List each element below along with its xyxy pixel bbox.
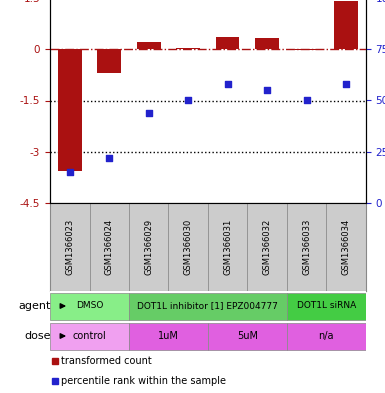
Bar: [287, 203, 326, 291]
Bar: [334, 2, 358, 49]
Text: GSM1366033: GSM1366033: [302, 219, 311, 275]
Text: GSM1366031: GSM1366031: [223, 219, 232, 275]
Bar: [129, 203, 169, 291]
Text: 5uM: 5uM: [237, 331, 258, 341]
Text: transformed count: transformed count: [61, 356, 152, 366]
Point: [185, 97, 191, 104]
Text: GSM1366032: GSM1366032: [263, 219, 271, 275]
Bar: [50, 203, 89, 291]
Text: dose: dose: [24, 331, 50, 341]
Text: 1uM: 1uM: [158, 331, 179, 341]
Text: GSM1366034: GSM1366034: [341, 219, 350, 275]
Bar: [208, 323, 287, 349]
Bar: [129, 292, 287, 320]
Text: DMSO: DMSO: [76, 301, 103, 310]
Text: control: control: [73, 331, 106, 341]
Point: [303, 97, 310, 104]
Point: [264, 87, 270, 94]
Point: [146, 110, 152, 116]
Text: n/a: n/a: [318, 331, 334, 341]
Point: [67, 169, 73, 175]
Bar: [176, 48, 200, 49]
Bar: [89, 203, 129, 291]
Bar: [326, 203, 366, 291]
Text: DOT1L siRNA: DOT1L siRNA: [297, 301, 356, 310]
Bar: [255, 38, 279, 49]
Point: [224, 81, 231, 87]
Bar: [287, 323, 366, 349]
Bar: [58, 49, 82, 171]
Text: GSM1366029: GSM1366029: [144, 219, 153, 275]
Bar: [247, 203, 287, 291]
Bar: [129, 323, 208, 349]
Text: GSM1366030: GSM1366030: [184, 219, 192, 275]
Bar: [208, 203, 248, 291]
Bar: [216, 37, 239, 49]
Point: [343, 81, 349, 87]
Bar: [50, 292, 129, 320]
Bar: [295, 49, 318, 50]
Text: GSM1366024: GSM1366024: [105, 219, 114, 275]
Bar: [287, 292, 366, 320]
Bar: [97, 49, 121, 73]
Text: DOT1L inhibitor [1] EPZ004777: DOT1L inhibitor [1] EPZ004777: [137, 301, 278, 310]
Point: [106, 155, 112, 161]
Bar: [169, 203, 208, 291]
Text: percentile rank within the sample: percentile rank within the sample: [61, 376, 226, 386]
Text: GSM1366023: GSM1366023: [65, 219, 74, 275]
Bar: [137, 42, 161, 49]
Text: agent: agent: [18, 301, 50, 311]
Bar: [50, 323, 129, 349]
